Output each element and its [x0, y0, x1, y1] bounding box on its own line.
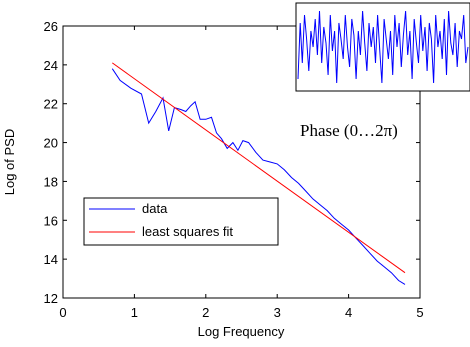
series-line-1 [112, 62, 406, 274]
x-tick-label: 1 [131, 305, 138, 320]
inset-series-line [297, 10, 469, 84]
x-tick-label: 3 [274, 305, 281, 320]
x-tick-label: 0 [59, 305, 66, 320]
legend: data least squares fit [83, 197, 279, 246]
series-group [111, 62, 406, 285]
legend-label-fit: least squares fit [142, 224, 233, 239]
y-tick-label: 14 [44, 252, 58, 267]
legend-box [83, 197, 279, 246]
x-axis-label: Log Frequency [198, 324, 285, 339]
y-tick-label: 22 [44, 97, 58, 112]
y-tick-label: 24 [44, 58, 58, 73]
y-tick-label: 26 [44, 19, 58, 34]
y-tick-label: 12 [44, 291, 58, 306]
legend-label-data: data [142, 201, 168, 216]
x-tick-label: 5 [416, 305, 423, 320]
y-tick-label: 20 [44, 136, 58, 151]
y-tick-label: 16 [44, 213, 58, 228]
x-tick-label: 4 [345, 305, 352, 320]
inset-phase-plot [297, 10, 469, 84]
x-tick-label: 2 [202, 305, 209, 320]
y-tick-label: 18 [44, 174, 58, 189]
y-axis-label: Log of PSD [2, 129, 17, 196]
phase-annotation: Phase (0…2π) [300, 121, 398, 140]
